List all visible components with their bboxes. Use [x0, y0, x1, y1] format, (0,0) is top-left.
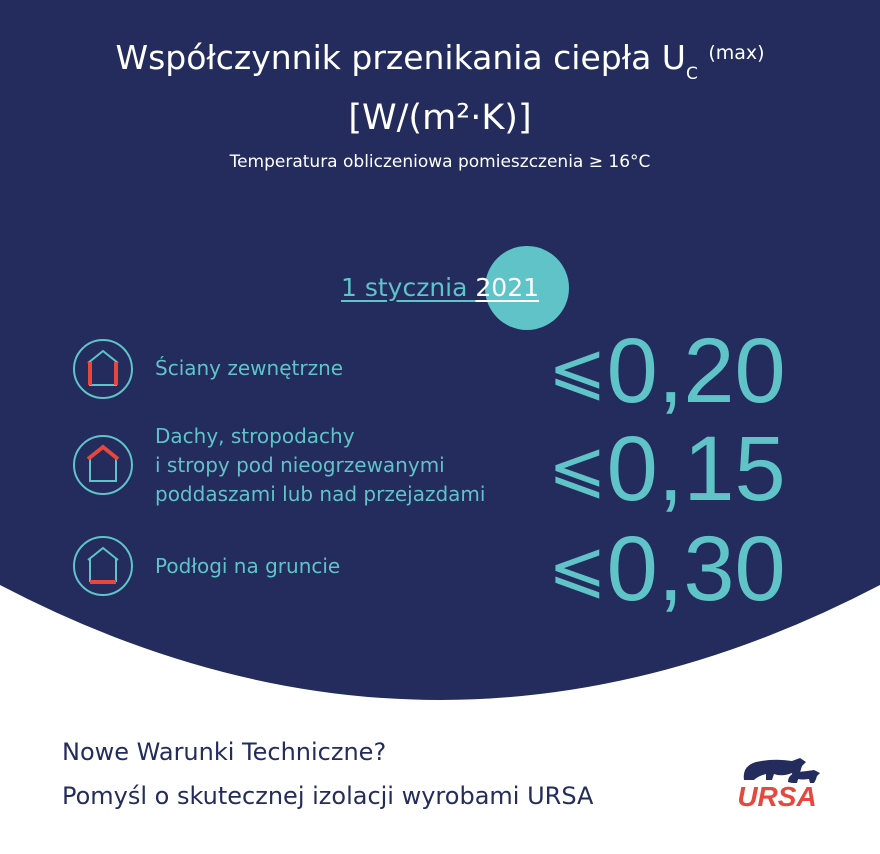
background-curve: [0, 570, 880, 700]
title: Współczynnik przenikania ciepła UC (max): [115, 38, 765, 84]
svg-text:URSA: URSA: [737, 781, 816, 812]
row-label-floors: Podłogi na gruncie: [155, 554, 341, 578]
ursa-logo: URSA: [737, 758, 820, 812]
subtitle: Temperatura obliczeniowa pomieszczenia ≥…: [229, 152, 651, 172]
bear-icon: [743, 758, 806, 780]
row-label-roofs: Dachy, stropodachy i stropy pod nieogrzew…: [155, 424, 486, 506]
value-roofs: ⩽0,15: [548, 418, 786, 520]
footer-line1: Nowe Warunki Techniczne?: [62, 738, 387, 766]
background-top: [0, 0, 880, 572]
date-label: 1 stycznia 2021: [340, 273, 540, 302]
title-unit: [W/(m²·K)]: [348, 98, 532, 138]
value-floors: ⩽0,30: [548, 518, 786, 620]
row-label-walls: Ściany zewnętrzne: [155, 356, 344, 380]
year-circle: [485, 246, 569, 330]
house-walls-icon: [73, 339, 133, 399]
house-floor-icon: [73, 536, 133, 596]
bear-cub-icon: [788, 770, 820, 783]
house-roof-icon: [73, 435, 133, 495]
value-walls: ⩽0,20: [548, 320, 786, 422]
footer-line2: Pomyśl o skutecznej izolacji wyrobami UR…: [62, 782, 594, 810]
